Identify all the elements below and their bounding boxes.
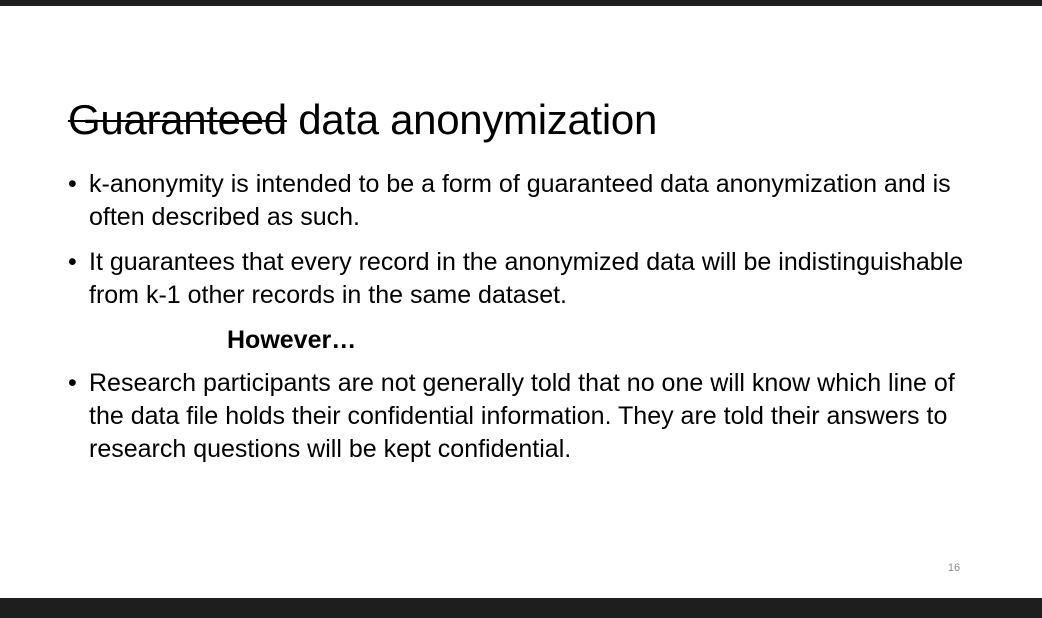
bullet-text: It guarantees that every record in the a… xyxy=(89,248,964,309)
page-number: 16 xyxy=(947,562,961,574)
window-frame-bottom xyxy=(0,598,1042,618)
bullet-item: • k-anonymity is intended to be a form o… xyxy=(68,168,968,234)
window-frame-top xyxy=(0,0,1042,6)
bullet-item: • Research participants are not generall… xyxy=(68,367,968,466)
slide: Guaranteed data anonymization • k-anonym… xyxy=(0,6,1042,598)
bullet-dot-icon: • xyxy=(68,369,77,397)
slide-title: Guaranteed data anonymization xyxy=(68,94,657,146)
title-rest: data anonymization xyxy=(286,96,658,143)
however-heading: However… xyxy=(227,326,357,354)
bullet-item: • It guarantees that every record in the… xyxy=(68,246,968,312)
bullet-dot-icon: • xyxy=(68,170,77,198)
bullet-text: k-anonymity is intended to be a form of … xyxy=(89,170,951,231)
bullet-list: • k-anonymity is intended to be a form o… xyxy=(68,168,968,478)
bullet-text: Research participants are not generally … xyxy=(89,369,955,463)
title-struck-word: Guaranteed xyxy=(68,96,287,143)
bullet-dot-icon: • xyxy=(68,248,77,276)
